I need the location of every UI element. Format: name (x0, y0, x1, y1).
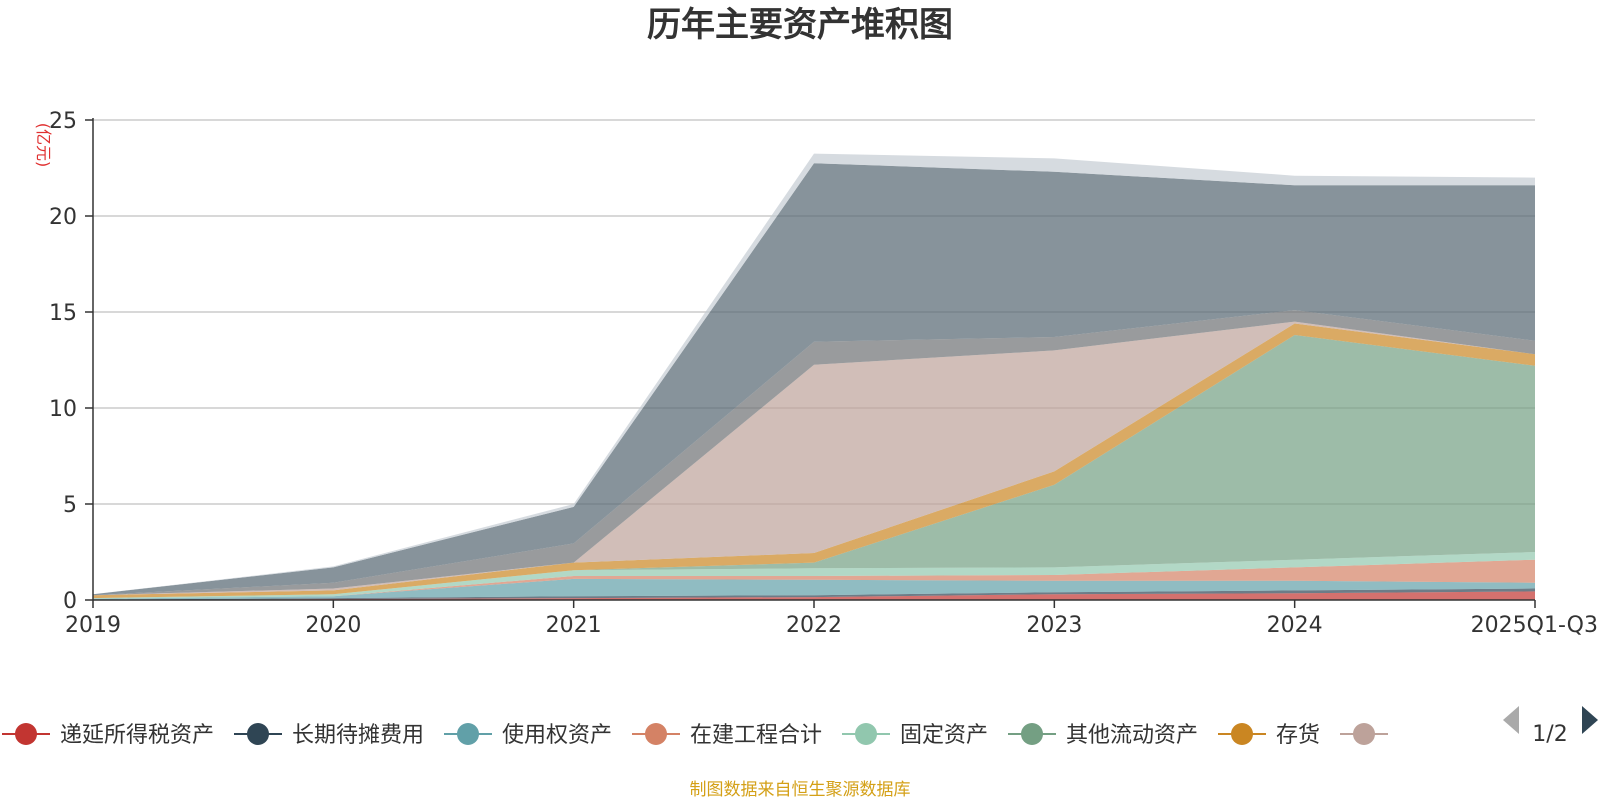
legend-page-indicator: 1/2 (1532, 722, 1567, 747)
legend-item[interactable]: 其他流动资产 (1008, 723, 1198, 748)
x-tick-label: 2019 (65, 613, 121, 638)
x-tick-label: 2025Q1-Q3 (1471, 613, 1598, 638)
data-source-note: 制图数据来自恒生聚源数据库 (690, 780, 911, 800)
chart-title: 历年主要资产堆积图 (647, 5, 953, 45)
x-tick-label: 2020 (305, 613, 361, 638)
area-series-在建工程合计 (93, 559, 1535, 599)
x-tick-label: 2021 (546, 613, 602, 638)
area-series-长期待摊费用 (93, 588, 1535, 600)
legend-prev-page-icon[interactable] (1503, 706, 1519, 734)
legend-item[interactable]: 长期待摊费用 (234, 723, 424, 748)
legend-marker-icon (1353, 723, 1375, 745)
legend-item[interactable]: 固定资产 (842, 723, 988, 748)
legend-item[interactable]: 存货 (1218, 723, 1320, 748)
y-tick-label: 25 (49, 109, 77, 134)
legend-marker-icon (457, 723, 479, 745)
legend-label: 在建工程合计 (690, 723, 822, 748)
legend-label: 递延所得税资产 (60, 723, 214, 748)
x-tick-label: 2023 (1026, 613, 1082, 638)
legend-marker-icon (855, 723, 877, 745)
area-series-其他非流动资产 (93, 321, 1535, 596)
area-series-使用权资产 (93, 578, 1535, 600)
legend-label: 固定资产 (900, 723, 988, 748)
legend-item[interactable]: 递延所得税资产 (2, 723, 214, 748)
area-series-递延所得税资产 (93, 591, 1535, 600)
legend-pager: 1/2 (1503, 706, 1598, 747)
area-series-固定资产 (93, 552, 1535, 599)
legend-marker-icon (1021, 723, 1043, 745)
x-tick-label: 2024 (1267, 613, 1323, 638)
area-series-其他流动资产 (93, 335, 1535, 599)
axes: 0 5 10 15 20 25 2019 2020 2021 2022 2023 2024 2025Q1… (49, 109, 1598, 638)
legend-marker-icon (15, 723, 37, 745)
legend-item[interactable]: 使用权资产 (444, 723, 612, 748)
y-tick-label: 15 (49, 301, 77, 326)
legend-marker-icon (247, 723, 269, 745)
legend-label: 长期待摊费用 (292, 723, 424, 748)
area-series-货币资金 (93, 163, 1535, 596)
legend-label: 使用权资产 (502, 723, 612, 748)
legend: 递延所得税资产 长期待摊费用 使用权资产 在建工程合计 固定资产 其他流动资产 存货 (2, 723, 1388, 748)
legend-label: 其他流动资产 (1066, 723, 1198, 748)
y-axis-unit: (亿元) (34, 123, 53, 168)
area-series (93, 153, 1535, 600)
legend-marker-icon (645, 723, 667, 745)
y-tick-label: 5 (63, 493, 77, 518)
legend-item[interactable] (1340, 723, 1388, 745)
legend-label: 存货 (1276, 723, 1320, 748)
y-tick-label: 10 (49, 397, 77, 422)
x-tick-label: 2022 (786, 613, 842, 638)
legend-next-page-icon[interactable] (1582, 706, 1598, 734)
legend-marker-icon (1231, 723, 1253, 745)
legend-item[interactable]: 在建工程合计 (632, 723, 822, 748)
y-tick-label: 20 (49, 205, 77, 230)
y-tick-label: 0 (63, 589, 77, 614)
